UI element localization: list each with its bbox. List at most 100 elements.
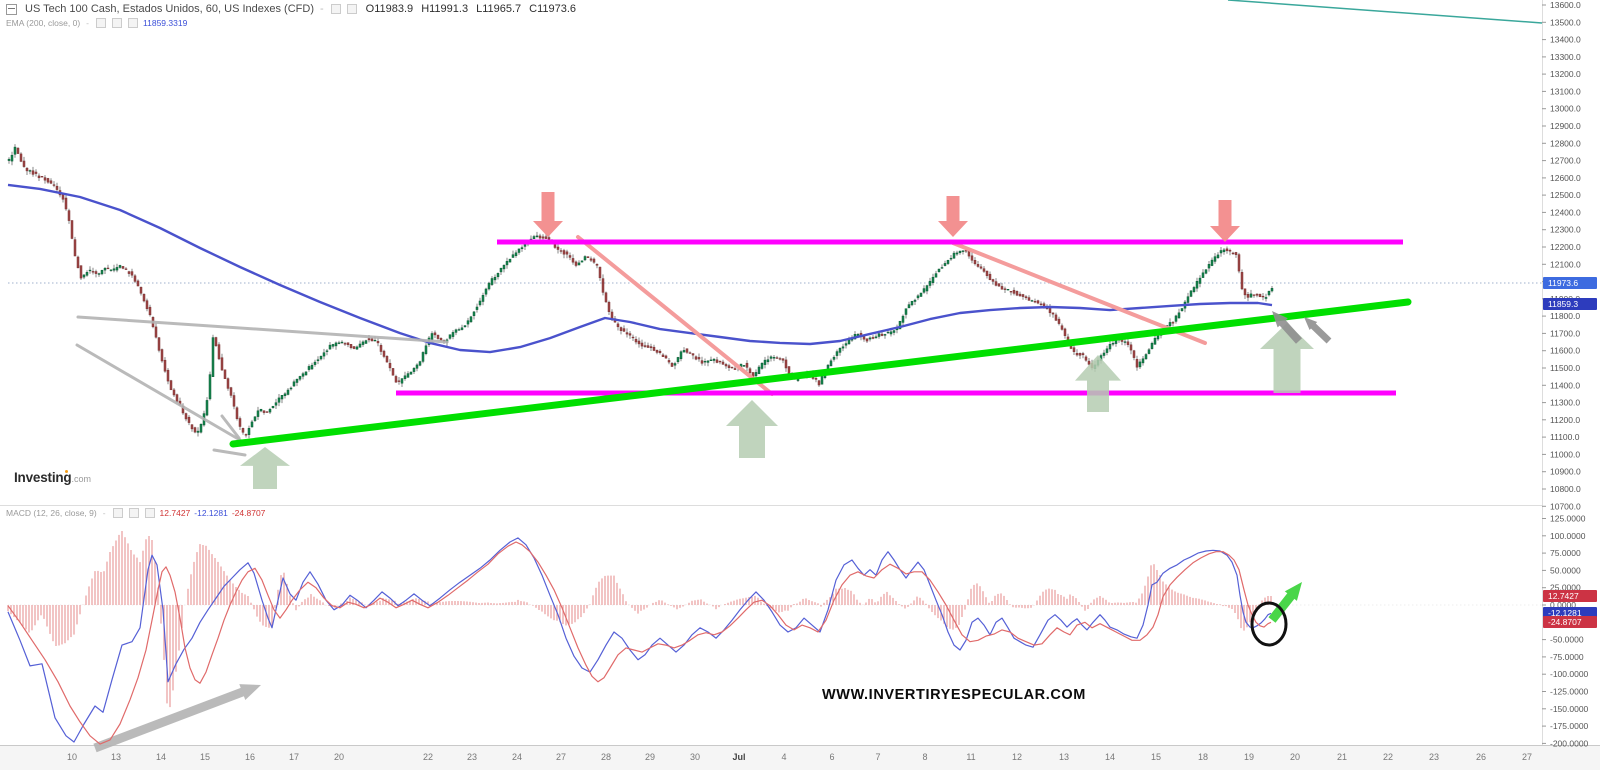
collapse-icon[interactable]	[6, 3, 17, 15]
svg-text:20: 20	[1290, 752, 1300, 762]
logo-orange-dot	[65, 470, 68, 473]
svg-text:125.0000: 125.0000	[1550, 514, 1586, 524]
svg-text:12200.0: 12200.0	[1550, 242, 1581, 252]
svg-text:19: 19	[1244, 752, 1254, 762]
svg-text:23: 23	[1429, 752, 1439, 762]
logo-suffix: .com	[71, 474, 91, 484]
svg-text:15: 15	[200, 752, 210, 762]
time-axis-strip[interactable]	[0, 745, 1600, 770]
pink-trendline-0[interactable]	[576, 235, 774, 396]
ema-settings-icon[interactable]	[96, 18, 107, 28]
svg-text:12.7427: 12.7427	[1548, 591, 1579, 601]
diag-arrow-1[interactable]	[1304, 317, 1332, 344]
svg-text:Jul: Jul	[732, 752, 745, 762]
ema-label: EMA (200, close, 0)	[6, 18, 81, 28]
separator: -	[320, 3, 324, 15]
svg-text:11: 11	[966, 752, 975, 762]
macd-settings-icon[interactable]	[112, 508, 123, 518]
svg-text:11859.3: 11859.3	[1548, 299, 1578, 309]
indicator-hide-icon[interactable]	[346, 4, 357, 14]
svg-text:11200.0: 11200.0	[1550, 415, 1580, 425]
svg-text:13: 13	[1059, 752, 1069, 762]
separator: -	[86, 18, 90, 28]
svg-text:12900.0: 12900.0	[1550, 121, 1581, 131]
pink-trendline-1[interactable]	[951, 241, 1207, 345]
svg-text:7: 7	[875, 752, 880, 762]
bullish-arrow-2[interactable]	[1075, 355, 1121, 412]
ema-200-line[interactable]	[7, 183, 1273, 354]
bearish-arrow-1[interactable]	[938, 196, 968, 237]
svg-text:12300.0: 12300.0	[1550, 225, 1581, 235]
investing-logo: Investing.com	[14, 469, 91, 487]
macd-hide-icon[interactable]	[128, 508, 139, 518]
svg-text:13600.0: 13600.0	[1550, 0, 1581, 10]
svg-text:29: 29	[645, 752, 655, 762]
svg-text:18: 18	[1198, 752, 1208, 762]
macd-cross-circle[interactable]	[1250, 601, 1288, 647]
ema-hide-icon[interactable]	[112, 18, 123, 28]
ema-close-icon[interactable]	[128, 18, 139, 28]
svg-text:25.0000: 25.0000	[1550, 583, 1581, 593]
svg-text:22: 22	[423, 752, 433, 762]
svg-text:11700.0: 11700.0	[1550, 328, 1580, 338]
svg-text:-12.1281: -12.1281	[1548, 608, 1582, 618]
svg-text:28: 28	[601, 752, 611, 762]
svg-text:11973.6: 11973.6	[1548, 278, 1578, 288]
macd-signal-line[interactable]	[7, 541, 1272, 745]
time-axis[interactable]: 10 13 14 15 16 17 20 22 23 24 27 28 29 30 Jul 4 6 7 8 11 12 1…	[67, 752, 1532, 762]
svg-text:-75.0000: -75.0000	[1550, 652, 1584, 662]
bullish-arrow-3[interactable]	[1260, 323, 1314, 393]
gray-trendline-2[interactable]	[212, 448, 247, 457]
diag-arrow-2[interactable]	[93, 684, 262, 753]
macd-axis[interactable]: 125.0000 100.0000 75.0000 50.0000 25.0000 0.0…	[1542, 514, 1589, 749]
ema-price-tag: 11859.3	[1543, 298, 1597, 310]
ema-indicator-header: EMA (200, close, 0) - 11859.3319	[6, 18, 187, 28]
macd-signal-value: -24.8707	[231, 508, 266, 518]
macd-hist-value: 12.7427	[159, 508, 191, 518]
teal-trendline[interactable]	[1227, 0, 1543, 24]
macd-close-icon[interactable]	[144, 508, 155, 518]
price-axis[interactable]: 13600.0 13500.0 13400.0 13300.0 13200.0 13100…	[1542, 0, 1581, 511]
bearish-arrow-0[interactable]	[533, 192, 563, 237]
diag-arrow-3[interactable]	[1268, 582, 1303, 623]
bearish-arrow-2[interactable]	[1210, 200, 1240, 242]
svg-text:13100.0: 13100.0	[1550, 86, 1581, 96]
gray-trendline-3[interactable]	[220, 414, 241, 440]
svg-text:26: 26	[1476, 752, 1486, 762]
svg-text:-125.0000: -125.0000	[1550, 687, 1589, 697]
svg-text:12700.0: 12700.0	[1550, 156, 1581, 166]
svg-text:11300.0: 11300.0	[1550, 398, 1580, 408]
uptrend-line[interactable]	[229, 298, 1412, 448]
svg-text:12500.0: 12500.0	[1550, 190, 1581, 200]
svg-text:10800.0: 10800.0	[1550, 484, 1581, 494]
svg-text:13200.0: 13200.0	[1550, 69, 1581, 79]
svg-text:10: 10	[67, 752, 77, 762]
macd-line[interactable]	[7, 537, 1272, 743]
svg-text:12800.0: 12800.0	[1550, 138, 1581, 148]
separator: -	[102, 508, 106, 518]
macd-value-tag-0: 12.7427	[1543, 590, 1597, 602]
macd-indicator-header: MACD (12, 26, close, 9) - 12.7427 -12.12…	[6, 508, 265, 518]
gray-trendline-1[interactable]	[75, 343, 242, 442]
svg-text:13000.0: 13000.0	[1550, 104, 1581, 114]
svg-text:-100.0000: -100.0000	[1550, 669, 1589, 679]
svg-text:-24.8707: -24.8707	[1548, 617, 1582, 627]
svg-text:13: 13	[111, 752, 121, 762]
current-price-tag: 11973.6	[1543, 277, 1597, 289]
svg-text:-50.0000: -50.0000	[1550, 635, 1584, 645]
svg-text:0.0000: 0.0000	[1550, 600, 1576, 610]
low-value: L11965.7	[476, 3, 522, 15]
indicator-settings-icon[interactable]	[330, 4, 341, 14]
diag-arrow-0[interactable]	[1272, 311, 1302, 344]
svg-text:-200.0000: -200.0000	[1550, 738, 1589, 748]
svg-text:17: 17	[289, 752, 299, 762]
gray-trendline-0[interactable]	[76, 315, 449, 344]
bullish-arrow-0[interactable]	[240, 447, 290, 489]
bullish-arrow-1[interactable]	[726, 400, 778, 458]
svg-text:10900.0: 10900.0	[1550, 467, 1581, 477]
svg-text:11600.0: 11600.0	[1550, 346, 1580, 356]
svg-text:6: 6	[829, 752, 834, 762]
